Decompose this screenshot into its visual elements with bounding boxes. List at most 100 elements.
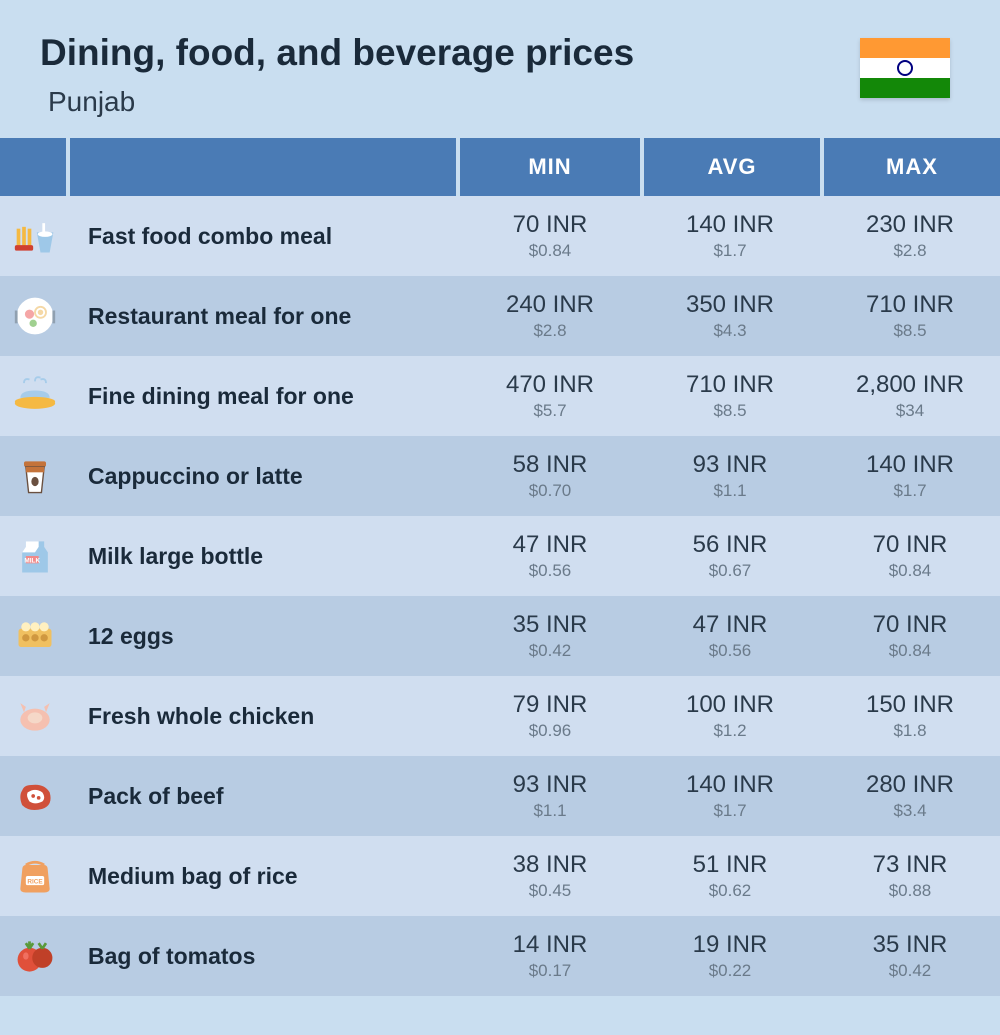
price-primary: 280 INR [820, 771, 1000, 799]
price-secondary: $0.42 [820, 961, 1000, 981]
item-label: Milk large bottle [70, 543, 460, 570]
price-primary: 140 INR [820, 451, 1000, 479]
coffee-icon [0, 454, 70, 498]
table-row: RICE Medium bag of rice 38 INR $0.45 51 … [0, 836, 1000, 916]
price-primary: 470 INR [460, 371, 640, 399]
price-primary: 47 INR [640, 611, 820, 639]
max-price: 140 INR $1.7 [820, 439, 1000, 513]
avg-price: 93 INR $1.1 [640, 439, 820, 513]
max-price: 2,800 INR $34 [820, 359, 1000, 433]
svg-text:RICE: RICE [27, 878, 43, 885]
price-primary: 350 INR [640, 291, 820, 319]
price-secondary: $1.7 [640, 801, 820, 821]
price-primary: 47 INR [460, 531, 640, 559]
price-secondary: $5.7 [460, 401, 640, 421]
price-secondary: $0.88 [820, 881, 1000, 901]
rice-icon: RICE [0, 854, 70, 898]
price-secondary: $0.22 [640, 961, 820, 981]
min-price: 58 INR $0.70 [460, 439, 640, 513]
price-primary: 140 INR [640, 211, 820, 239]
tomato-icon [0, 934, 70, 978]
price-primary: 710 INR [640, 371, 820, 399]
item-label: Cappuccino or latte [70, 463, 460, 490]
price-primary: 70 INR [460, 211, 640, 239]
header: Dining, food, and beverage prices Punjab [0, 0, 1000, 138]
price-secondary: $0.45 [460, 881, 640, 901]
max-price: 70 INR $0.84 [820, 599, 1000, 673]
svg-text:MILK: MILK [24, 557, 40, 564]
price-secondary: $8.5 [640, 401, 820, 421]
avg-price: 56 INR $0.67 [640, 519, 820, 593]
price-table: MIN AVG MAX Fast food combo meal 70 INR … [0, 138, 1000, 996]
min-price: 70 INR $0.84 [460, 199, 640, 273]
col-avg: AVG [640, 138, 820, 196]
page-subtitle: Punjab [48, 86, 960, 118]
price-primary: 150 INR [820, 691, 1000, 719]
price-secondary: $3.4 [820, 801, 1000, 821]
price-primary: 19 INR [640, 931, 820, 959]
price-secondary: $1.7 [820, 481, 1000, 501]
price-secondary: $0.42 [460, 641, 640, 661]
price-primary: 58 INR [460, 451, 640, 479]
price-secondary: $1.8 [820, 721, 1000, 741]
price-primary: 710 INR [820, 291, 1000, 319]
table-row: MILK Milk large bottle 47 INR $0.56 56 I… [0, 516, 1000, 596]
table-row: Cappuccino or latte 58 INR $0.70 93 INR … [0, 436, 1000, 516]
fastfood-icon [0, 214, 70, 258]
table-row: Fine dining meal for one 470 INR $5.7 71… [0, 356, 1000, 436]
max-price: 230 INR $2.8 [820, 199, 1000, 273]
price-primary: 79 INR [460, 691, 640, 719]
page-title: Dining, food, and beverage prices [40, 32, 960, 74]
price-secondary: $0.84 [820, 561, 1000, 581]
price-secondary: $0.67 [640, 561, 820, 581]
col-min: MIN [460, 138, 640, 196]
price-secondary: $1.1 [460, 801, 640, 821]
price-secondary: $0.84 [820, 641, 1000, 661]
price-primary: 70 INR [820, 611, 1000, 639]
avg-price: 140 INR $1.7 [640, 759, 820, 833]
item-label: Fresh whole chicken [70, 703, 460, 730]
price-primary: 140 INR [640, 771, 820, 799]
min-price: 14 INR $0.17 [460, 919, 640, 993]
price-secondary: $1.7 [640, 241, 820, 261]
item-label: 12 eggs [70, 623, 460, 650]
flag-stripe-mid [860, 58, 950, 78]
price-secondary: $0.96 [460, 721, 640, 741]
table-row: Fast food combo meal 70 INR $0.84 140 IN… [0, 196, 1000, 276]
table-body: Fast food combo meal 70 INR $0.84 140 IN… [0, 196, 1000, 996]
price-primary: 73 INR [820, 851, 1000, 879]
min-price: 47 INR $0.56 [460, 519, 640, 593]
restaurant-icon [0, 294, 70, 338]
price-primary: 35 INR [820, 931, 1000, 959]
avg-price: 19 INR $0.22 [640, 919, 820, 993]
eggs-icon [0, 614, 70, 658]
min-price: 79 INR $0.96 [460, 679, 640, 753]
max-price: 70 INR $0.84 [820, 519, 1000, 593]
min-price: 35 INR $0.42 [460, 599, 640, 673]
price-primary: 100 INR [640, 691, 820, 719]
avg-price: 100 INR $1.2 [640, 679, 820, 753]
max-price: 280 INR $3.4 [820, 759, 1000, 833]
price-secondary: $1.1 [640, 481, 820, 501]
price-secondary: $8.5 [820, 321, 1000, 341]
item-label: Fast food combo meal [70, 223, 460, 250]
milk-icon: MILK [0, 534, 70, 578]
min-price: 240 INR $2.8 [460, 279, 640, 353]
item-label: Restaurant meal for one [70, 303, 460, 330]
price-secondary: $0.17 [460, 961, 640, 981]
price-secondary: $0.84 [460, 241, 640, 261]
avg-price: 51 INR $0.62 [640, 839, 820, 913]
chicken-icon [0, 694, 70, 738]
min-price: 93 INR $1.1 [460, 759, 640, 833]
col-max: MAX [820, 138, 1000, 196]
item-label: Pack of beef [70, 783, 460, 810]
beef-icon [0, 774, 70, 818]
avg-price: 140 INR $1.7 [640, 199, 820, 273]
price-secondary: $0.56 [640, 641, 820, 661]
avg-price: 710 INR $8.5 [640, 359, 820, 433]
max-price: 150 INR $1.8 [820, 679, 1000, 753]
max-price: 710 INR $8.5 [820, 279, 1000, 353]
min-price: 470 INR $5.7 [460, 359, 640, 433]
min-price: 38 INR $0.45 [460, 839, 640, 913]
table-row: Fresh whole chicken 79 INR $0.96 100 INR… [0, 676, 1000, 756]
